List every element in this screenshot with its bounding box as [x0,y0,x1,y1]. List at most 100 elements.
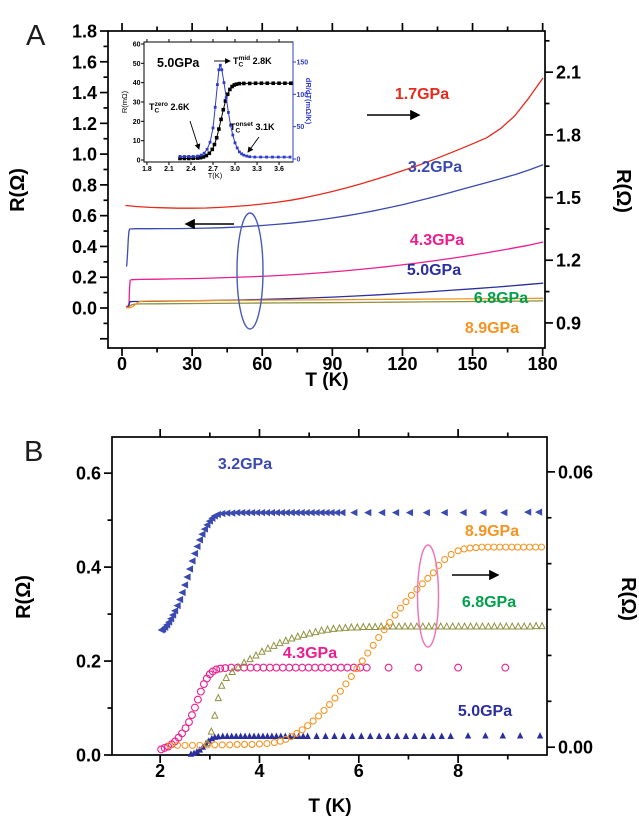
svg-text:2.4: 2.4 [186,166,196,173]
svg-text:30: 30 [182,354,202,374]
curve-label-3.2GPa: 3.2GPa [408,159,462,176]
svg-text:50: 50 [133,61,141,68]
curve-label-4.3GPa: 4.3GPa [283,645,337,662]
svg-text:0.0: 0.0 [76,746,101,766]
curve-label-6.8GPa: 6.8GPa [462,594,516,611]
svg-text:150: 150 [297,59,309,66]
svg-text:60: 60 [133,41,141,48]
annotation-arrow [247,136,260,153]
curve-label-8.9GPa: 8.9GPa [465,320,519,337]
curve-label-6.8GPa: 6.8GPa [474,290,528,307]
svg-text:1.4: 1.4 [72,83,97,103]
svg-text:120: 120 [387,354,417,374]
svg-text:150: 150 [458,354,488,374]
inset-left-title: R(mΩ) [120,90,129,113]
svg-text:0.2: 0.2 [76,652,101,672]
right-axis-title: R(Ω) [617,577,639,621]
highlight-ellipse [236,212,264,330]
series-6.8GPa [203,621,546,747]
svg-text:0.6: 0.6 [76,464,101,484]
series-dRdT-5.0GPa [178,63,292,159]
svg-text:0.9: 0.9 [556,313,581,333]
svg-text:1.2: 1.2 [556,251,581,271]
right-axis-ticks [547,471,555,749]
svg-text:20: 20 [133,119,141,126]
svg-text:0.4: 0.4 [76,558,101,578]
svg-text:3.3: 3.3 [252,166,262,173]
series-6.8GPa [126,300,544,309]
svg-text:0.00: 0.00 [558,738,593,758]
highlight-ellipse [416,544,440,648]
axis-tick-labels: 0 30 60 90 120 150 180 0.0 0.2 0.4 0.6 0.8 1.0 1.2 1.4… [72,22,558,375]
svg-text:0.8: 0.8 [72,175,97,195]
svg-text:60: 60 [252,354,272,374]
svg-text:4: 4 [254,761,264,781]
svg-text:0: 0 [137,158,141,165]
svg-text:0.6: 0.6 [72,206,97,226]
svg-text:1.0: 1.0 [72,145,97,165]
x-axis-title: T (K) [308,796,351,817]
svg-text:40: 40 [133,80,141,87]
curve-label-3.2GPa: 3.2GPa [218,456,272,473]
panel-b-letter: B [24,436,44,468]
axis-ticks [141,39,280,165]
svg-text:100: 100 [297,92,309,99]
svg-text:0.2: 0.2 [72,268,97,288]
svg-text:3.0: 3.0 [230,166,240,173]
curve-label-5.0GPa: 5.0GPa [458,703,512,720]
right-axis-ticks [545,39,553,324]
svg-text:30: 30 [133,100,141,107]
tc-onset-annotation: TConset 3.1K [230,121,275,135]
svg-text:1.6: 1.6 [72,52,97,72]
svg-text:10: 10 [133,138,141,145]
axis-ticks [100,23,544,356]
panel-A: 0 30 60 90 120 150 180 0.0 0.2 0.4 0.6 0.8 1.0 1.2 1.4… [7,22,634,581]
curve-label-8.9GPa: 8.9GPa [465,523,519,540]
tc-mid-annotation: TCmid 2.8K [233,55,272,69]
svg-text:0.0: 0.0 [72,298,97,318]
series-8.9GPa [166,543,546,749]
inset-x-title: T(K) [208,171,223,180]
svg-text:90: 90 [322,354,342,374]
svg-text:2.1: 2.1 [164,166,174,173]
svg-text:50: 50 [297,124,305,131]
svg-text:2: 2 [155,761,165,781]
curve-label-1.7GPa: 1.7GPa [395,86,449,103]
panel-a-letter: A [26,20,46,52]
svg-text:0.4: 0.4 [72,237,97,257]
curve-label-4.3GPa: 4.3GPa [410,232,464,249]
series-1.7GPa [125,77,544,209]
tc-zero-annotation: TCzero 2.6K [149,101,190,115]
svg-text:0: 0 [117,354,127,374]
svg-text:1.2: 1.2 [72,114,97,134]
series-3.2GPa [125,164,544,267]
svg-text:0: 0 [297,156,301,163]
series-5.0GPa [126,282,544,309]
inset-pressure-label: 5.0GPa [157,56,200,70]
axis-tick-labels: 2 4 6 8 0.0 0.2 0.4 0.6 [76,464,463,781]
svg-text:1.8: 1.8 [142,166,152,173]
inset-right-title: dR/dT(mΩ/K) [304,78,313,125]
panel-A-inset: 1.8 2.1 2.4 2.7 3.0 3.3 3.6 0 10 20 30 40 50 60 0 50 100… [120,39,313,180]
plot-frame [111,436,548,756]
svg-text:2.7: 2.7 [208,166,218,173]
panel-B: 2 4 6 8 0.0 0.2 0.4 0.6 0.00 0.06 3.2GPa 8.9GPa 6.8G… [13,429,639,817]
series-8.9GPa [126,297,544,309]
svg-text:6: 6 [354,761,364,781]
svg-text:8: 8 [453,761,463,781]
svg-text:1.8: 1.8 [72,22,97,42]
svg-text:0.06: 0.06 [558,462,593,482]
axis-tick-labels: 1.8 2.1 2.4 2.7 3.0 3.3 3.6 0 10 20 30 40 50 60 [133,41,284,173]
svg-text:180: 180 [528,354,558,374]
left-axis-title: R(Ω) [7,168,29,212]
axis-ticks [104,429,509,763]
svg-text:3.6: 3.6 [274,166,284,173]
series-R-5.0GPa [178,81,293,161]
svg-text:2.1: 2.1 [556,63,581,83]
series-4.3GPa [126,241,544,308]
annotation-arrow [189,120,201,150]
right-axis-title: R(Ω) [612,169,634,213]
series-3.2GPa [157,508,543,634]
